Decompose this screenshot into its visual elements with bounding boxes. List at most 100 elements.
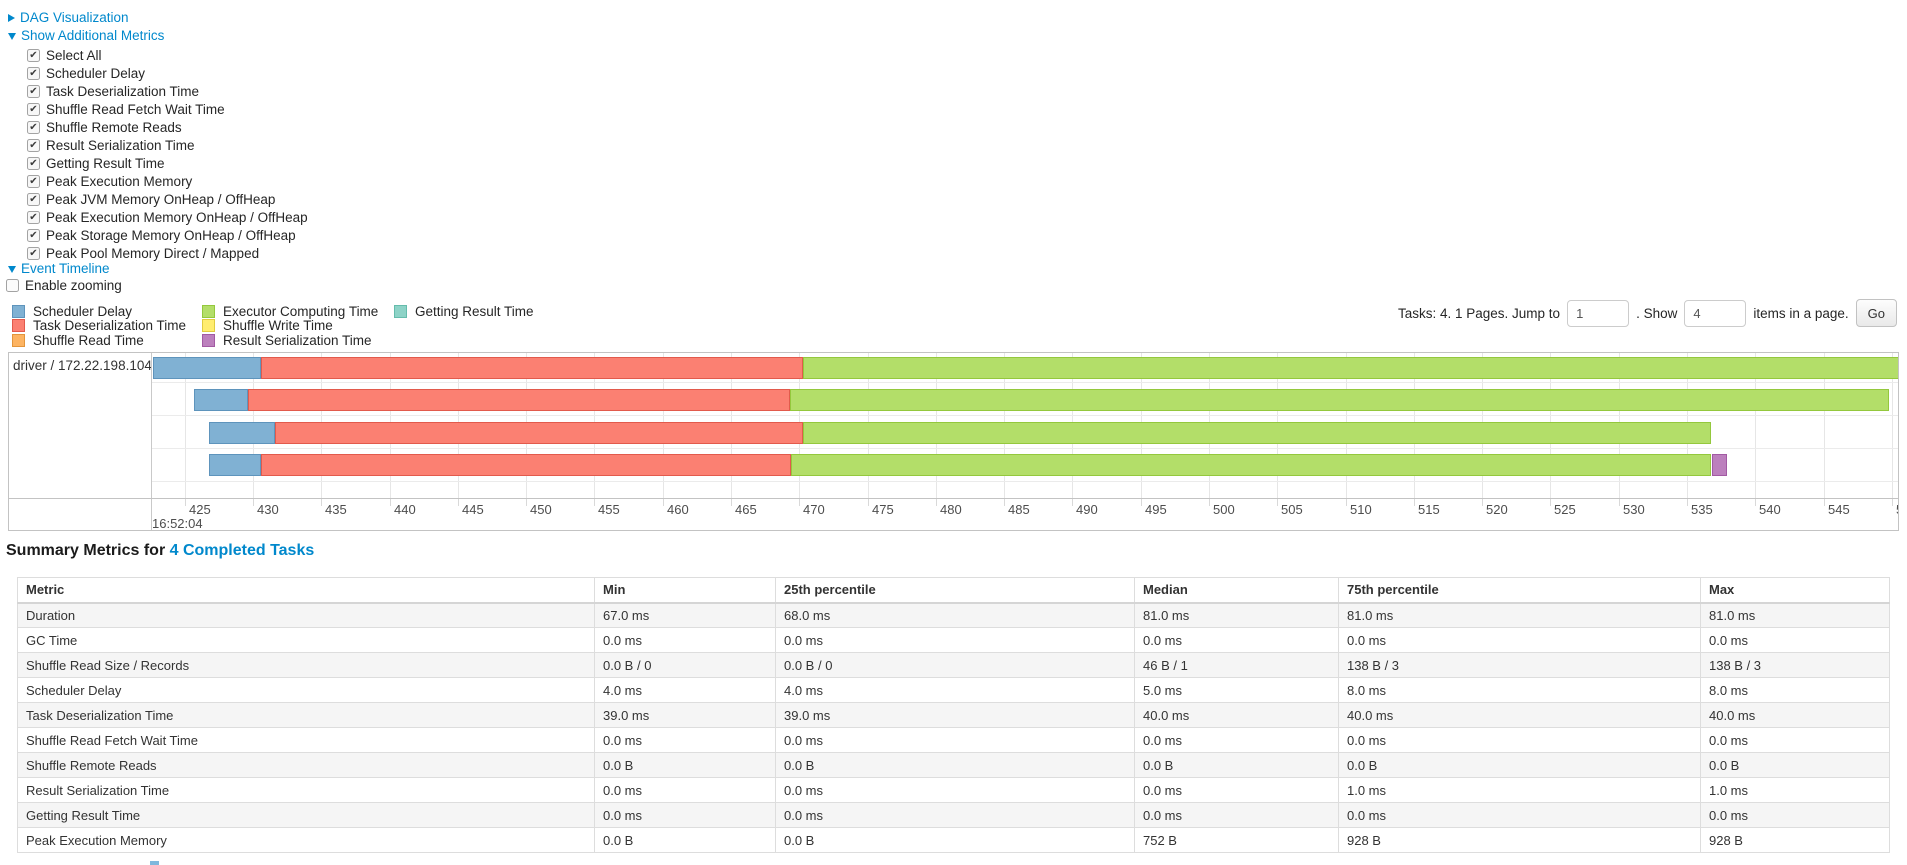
timeline-task-segment-executor_computing[interactable] [791, 454, 1712, 476]
metric-checkbox-checked[interactable]: ✔ [27, 66, 40, 80]
table-header-cell: 25th percentile [775, 577, 1135, 604]
tasks-count-text: Tasks: 4. 1 Pages. Jump to [1397, 305, 1561, 321]
timeline-task-segment-scheduler_delay[interactable] [209, 454, 262, 476]
metric-checkbox-checked[interactable]: ✔ [27, 102, 40, 116]
timeline-task-segment-executor_computing[interactable] [803, 422, 1712, 444]
row-separator [152, 382, 1898, 383]
metric-checkbox-checked[interactable]: ✔ [27, 48, 40, 62]
timeline-task-segment-scheduler_delay[interactable] [194, 389, 248, 411]
legend-swatch-icon [12, 333, 25, 347]
metric-checkbox-checked[interactable]: ✔ [27, 120, 40, 134]
metric-checkbox-checked[interactable]: ✔ [27, 84, 40, 98]
timeline-task-segment-deserialization[interactable] [274, 422, 804, 444]
legend-swatch-icon [12, 304, 25, 318]
axis-time-label: 16:52:04 [152, 516, 203, 531]
axis-tick-label: 525 [1554, 502, 1576, 517]
show-additional-metrics-toggle[interactable]: Show Additional Metrics [8, 28, 164, 43]
metric-value-cell: 0.0 B [775, 827, 1135, 853]
metric-checkbox-row: ✔ Task Deserialization Time [27, 82, 308, 100]
timeline-task-segment-result_serialization[interactable] [1711, 454, 1727, 476]
table-header-cell: 75th percentile [1338, 577, 1701, 604]
show-text: . Show [1636, 305, 1678, 321]
metric-name-cell: Shuffle Read Size / Records [17, 652, 595, 678]
event-timeline-toggle[interactable]: Event Timeline [8, 261, 110, 276]
axis-tick-label: 475 [872, 502, 894, 517]
metric-checkbox-row: ✔ Scheduler Delay [27, 64, 308, 82]
metric-value-cell: 0.0 ms [1134, 727, 1339, 753]
metric-value-cell: 0.0 B [594, 752, 776, 778]
legend-label: Task Deserialization Time [33, 318, 187, 334]
table-header-cell: Metric [17, 577, 595, 604]
axis-tick-label: 550 [1896, 502, 1898, 517]
timeline-task-segment-scheduler_delay[interactable] [153, 357, 262, 379]
metric-value-cell: 0.0 B [594, 827, 776, 853]
legend-swatch-icon [394, 304, 407, 318]
axis-tick-label: 460 [667, 502, 689, 517]
table-row: GC Time 0.0 ms 0.0 ms 0.0 ms 0.0 ms 0.0 ms [17, 627, 1890, 653]
metric-checkbox-checked[interactable]: ✔ [27, 174, 40, 188]
metric-value-cell: 0.0 ms [1700, 727, 1890, 753]
legend-item: Getting Result Time [394, 304, 534, 319]
timeline-task-segment-deserialization[interactable] [247, 389, 790, 411]
metric-checkbox-checked[interactable]: ✔ [27, 138, 40, 152]
axis-tick-label: 455 [598, 502, 620, 517]
metric-value-cell: 0.0 ms [775, 627, 1135, 653]
axis-gridline [1755, 353, 1756, 498]
enable-zooming-label: Enable zooming [25, 278, 122, 293]
dag-visualization-toggle[interactable]: DAG Visualization [8, 10, 129, 25]
axis-gridline [1892, 353, 1893, 498]
enable-zooming-checkbox[interactable] [6, 279, 19, 292]
axis-tick-label: 445 [462, 502, 484, 517]
legend-label: Scheduler Delay [33, 303, 133, 319]
axis-tick-label: 530 [1623, 502, 1645, 517]
timeline-task-segment-scheduler_delay[interactable] [209, 422, 275, 444]
metric-value-cell: 752 B [1134, 827, 1339, 853]
timeline-task-segment-executor_computing[interactable] [803, 357, 1898, 379]
axis-tick [1346, 499, 1347, 506]
axis-tick-label: 540 [1759, 502, 1781, 517]
timeline-axis: 16:52:04 425 430 435 440 445 450 455 460 465 470 4… [9, 498, 1898, 531]
metric-checkbox-checked[interactable]: ✔ [27, 210, 40, 224]
axis-tick-label: 520 [1486, 502, 1508, 517]
legend-swatch-icon [202, 319, 215, 333]
metric-checkbox-checked[interactable]: ✔ [27, 156, 40, 170]
metric-value-cell: 0.0 B [1338, 752, 1701, 778]
items-in-page-text: items in a page. [1753, 305, 1849, 321]
metric-checkbox-label: Getting Result Time [46, 155, 165, 171]
metric-checkbox-row: ✔ Shuffle Remote Reads [27, 118, 308, 136]
completed-tasks-link[interactable]: 4 Completed Tasks [169, 542, 315, 559]
timeline-task-segment-deserialization[interactable] [261, 357, 804, 379]
legend-label: Result Serialization Time [223, 332, 372, 348]
metric-name-cell: GC Time [17, 627, 595, 653]
metric-checkbox-checked[interactable]: ✔ [27, 246, 40, 260]
metric-checkbox-checked[interactable]: ✔ [27, 192, 40, 206]
axis-tick [1619, 499, 1620, 506]
metric-value-cell: 0.0 ms [1338, 802, 1701, 828]
dag-visualization-label: DAG Visualization [20, 10, 129, 25]
event-timeline-chart: driver / 172.22.198.104 16:52:04 425 430 4… [8, 352, 1899, 531]
axis-tick [321, 499, 322, 506]
legend-item: Executor Computing Time [202, 304, 378, 319]
summary-metrics-table: Metric Min 25th percentile Median 75th perce… [17, 577, 1890, 853]
metric-value-cell: 5.0 ms [1134, 677, 1339, 703]
items-per-page-input[interactable] [1684, 299, 1747, 327]
metric-checkbox-checked[interactable]: ✔ [27, 228, 40, 242]
enable-zooming-row: Enable zooming [6, 278, 122, 293]
metric-value-cell: 4.0 ms [594, 677, 776, 703]
axis-tick [936, 499, 937, 506]
metric-value-cell: 68.0 ms [775, 602, 1135, 628]
go-button[interactable]: Go [1855, 299, 1897, 327]
axis-tick [1072, 499, 1073, 506]
metric-checkbox-row: ✔ Peak JVM Memory OnHeap / OffHeap [27, 190, 308, 208]
metric-checkbox-label: Peak Execution Memory [46, 173, 193, 189]
metric-value-cell: 0.0 ms [1700, 627, 1890, 653]
metric-name-cell: Result Serialization Time [17, 777, 595, 803]
legend-item: Scheduler Delay [12, 304, 186, 319]
timeline-task-segment-deserialization[interactable] [261, 454, 792, 476]
table-row: Scheduler Delay 4.0 ms 4.0 ms 5.0 ms 8.0 ms 8… [17, 677, 1890, 703]
timeline-task-segment-executor_computing[interactable] [789, 389, 1889, 411]
table-row: Shuffle Read Fetch Wait Time 0.0 ms 0.0 ms… [17, 727, 1890, 753]
axis-tick-label: 440 [394, 502, 416, 517]
jump-to-page-input[interactable] [1567, 299, 1630, 327]
metric-value-cell: 928 B [1338, 827, 1701, 853]
